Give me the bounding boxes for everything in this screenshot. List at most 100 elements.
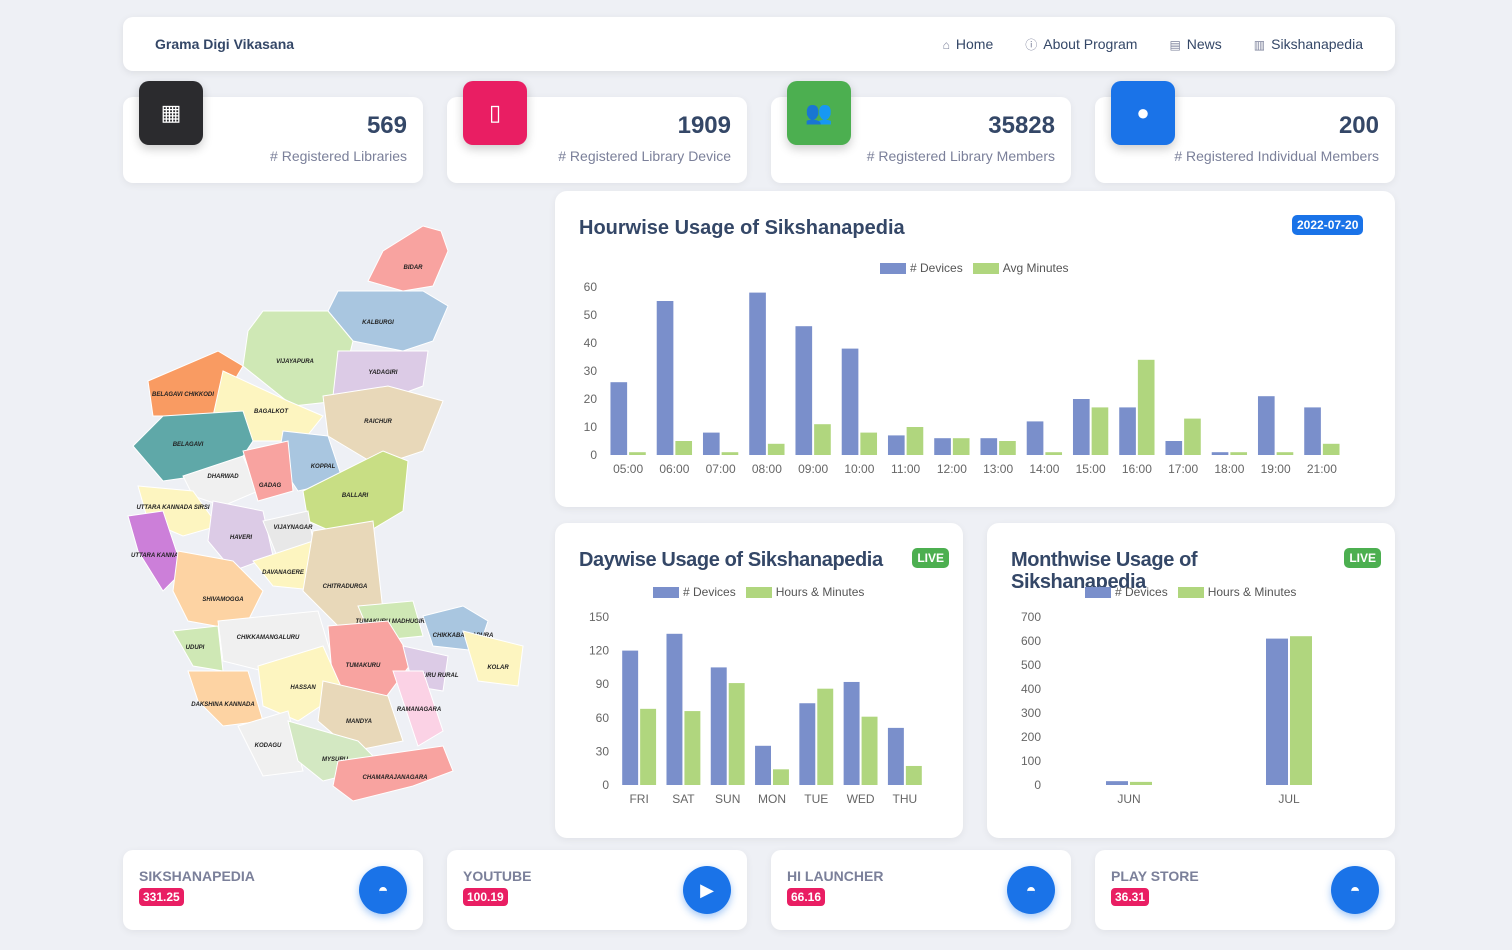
legend-item[interactable]: Avg Minutes xyxy=(972,261,1069,275)
bar-devices[interactable] xyxy=(841,348,859,455)
bar-secondary[interactable] xyxy=(999,441,1016,455)
bar-secondary[interactable] xyxy=(861,716,878,785)
bar-secondary[interactable] xyxy=(1290,636,1312,785)
y-tick-label: 200 xyxy=(1021,730,1041,744)
legend-item[interactable]: # Devices xyxy=(880,261,963,275)
y-tick-label: 400 xyxy=(1021,682,1041,696)
bar-secondary[interactable] xyxy=(684,711,701,785)
bar-secondary[interactable] xyxy=(1130,781,1152,785)
y-tick-label: 30 xyxy=(584,364,598,378)
nav-home[interactable]: ⌂ Home xyxy=(942,35,994,52)
district-label: BENGALURU RURAL xyxy=(398,673,459,679)
bar-devices[interactable] xyxy=(755,745,771,785)
district-region[interactable] xyxy=(302,520,384,632)
bar-secondary[interactable] xyxy=(721,452,739,455)
bar-secondary[interactable] xyxy=(728,683,745,785)
bar-devices[interactable] xyxy=(843,681,860,785)
bar-secondary[interactable] xyxy=(675,441,693,455)
bar-devices[interactable] xyxy=(1266,638,1288,785)
district-region[interactable] xyxy=(127,510,184,592)
bar-secondary[interactable] xyxy=(1276,452,1294,455)
district-label: UTTARA KANNADA SIRSI xyxy=(136,505,209,511)
nav-sikshanapedia[interactable]: ▥ Sikshanapedia xyxy=(1253,35,1363,52)
bar-secondary[interactable] xyxy=(1045,452,1063,455)
bar-secondary[interactable] xyxy=(1137,359,1155,455)
app-usage-card: PLAY STORE 36.31 ◓ xyxy=(1095,850,1395,930)
stat-value: 569 xyxy=(366,112,407,139)
legend-item[interactable]: # Devices xyxy=(1085,585,1168,599)
stat-card: ▦ 569 # Registered Libraries xyxy=(123,81,423,183)
district-region[interactable] xyxy=(187,670,264,727)
bar-devices[interactable] xyxy=(622,650,639,785)
bar-devices[interactable] xyxy=(1165,441,1183,455)
bar-secondary[interactable] xyxy=(1230,452,1248,455)
legend-item[interactable]: Hours & Minutes xyxy=(745,585,864,599)
bar-devices[interactable] xyxy=(1026,421,1044,455)
bar-devices[interactable] xyxy=(749,292,766,455)
building-icon: ▦ xyxy=(139,81,203,145)
bar-secondary[interactable] xyxy=(1322,443,1340,455)
bar-devices[interactable] xyxy=(702,432,720,455)
bar-devices[interactable] xyxy=(710,667,727,785)
district-label: CHITRADURGA xyxy=(323,584,368,590)
legend-item[interactable]: Hours & Minutes xyxy=(1177,585,1296,599)
android-icon[interactable]: ◓ xyxy=(359,866,407,914)
district-region[interactable] xyxy=(462,630,524,687)
bar-devices[interactable] xyxy=(1119,407,1136,455)
bar-devices[interactable] xyxy=(980,438,998,455)
brand-title[interactable]: Grama Digi Vikasana xyxy=(155,36,295,52)
bar-devices[interactable] xyxy=(1106,781,1128,785)
x-tick-label: SAT xyxy=(672,792,695,806)
y-tick-label: 10 xyxy=(584,420,598,434)
chart-icon: ▥ xyxy=(1253,37,1266,52)
bar-devices[interactable] xyxy=(666,633,683,785)
district-region[interactable] xyxy=(332,745,454,802)
y-tick-label: 100 xyxy=(1021,754,1041,768)
bar-devices[interactable] xyxy=(1211,452,1229,455)
district-label: VIJAYAPURA xyxy=(276,359,314,365)
chart-title: Hourwise Usage of Sikshanapedia xyxy=(579,217,905,239)
x-tick-label: 06:00 xyxy=(659,462,689,476)
bar-devices[interactable] xyxy=(934,438,951,455)
bar-devices[interactable] xyxy=(1072,399,1090,455)
bar-secondary[interactable] xyxy=(629,452,646,455)
district-region[interactable] xyxy=(237,710,304,777)
bar-secondary[interactable] xyxy=(860,432,878,455)
y-tick-label: 60 xyxy=(584,280,598,294)
bar-devices[interactable] xyxy=(1257,396,1275,455)
bar-devices[interactable] xyxy=(887,727,904,785)
bar-secondary[interactable] xyxy=(1091,407,1109,455)
youtube-icon[interactable]: ▶ xyxy=(683,866,731,914)
bar-devices[interactable] xyxy=(656,301,674,455)
bar-devices[interactable] xyxy=(795,326,813,455)
bar-devices[interactable] xyxy=(799,703,816,785)
bar-devices[interactable] xyxy=(610,382,628,455)
district-region[interactable] xyxy=(207,500,274,572)
bar-secondary[interactable] xyxy=(906,427,924,455)
bar-devices[interactable] xyxy=(887,435,905,455)
bar-secondary[interactable] xyxy=(640,708,657,785)
bar-secondary[interactable] xyxy=(1184,418,1201,455)
android-icon[interactable]: ◓ xyxy=(1007,866,1055,914)
bar-secondary[interactable] xyxy=(905,765,922,785)
district-region[interactable] xyxy=(392,670,444,747)
legend-item[interactable]: # Devices xyxy=(653,585,736,599)
district-region[interactable] xyxy=(242,440,294,502)
district-region[interactable] xyxy=(242,310,354,407)
district-region[interactable] xyxy=(317,680,404,752)
bar-secondary[interactable] xyxy=(952,438,970,455)
app-usage-badge: 100.19 xyxy=(463,888,508,906)
android-icon[interactable]: ◓ xyxy=(1331,866,1379,914)
district-region[interactable] xyxy=(367,225,449,292)
district-label: TUMAKURU MADHUGIRI xyxy=(356,619,427,625)
bar-chart: 0 100 200 300 400 500 600 700 JUN JUL xyxy=(1021,610,1312,806)
bar-secondary[interactable] xyxy=(817,688,834,785)
bar-secondary[interactable] xyxy=(767,443,785,455)
nav-about[interactable]: ⓘ About Program xyxy=(1025,35,1138,52)
nav-news[interactable]: ▤ News xyxy=(1169,35,1222,52)
bar-secondary[interactable] xyxy=(814,424,831,455)
x-tick-label: JUN xyxy=(1117,792,1140,806)
bar-secondary[interactable] xyxy=(773,769,789,785)
bar-devices[interactable] xyxy=(1304,407,1321,455)
chart-legend: # Devices Avg Minutes xyxy=(880,261,1069,275)
